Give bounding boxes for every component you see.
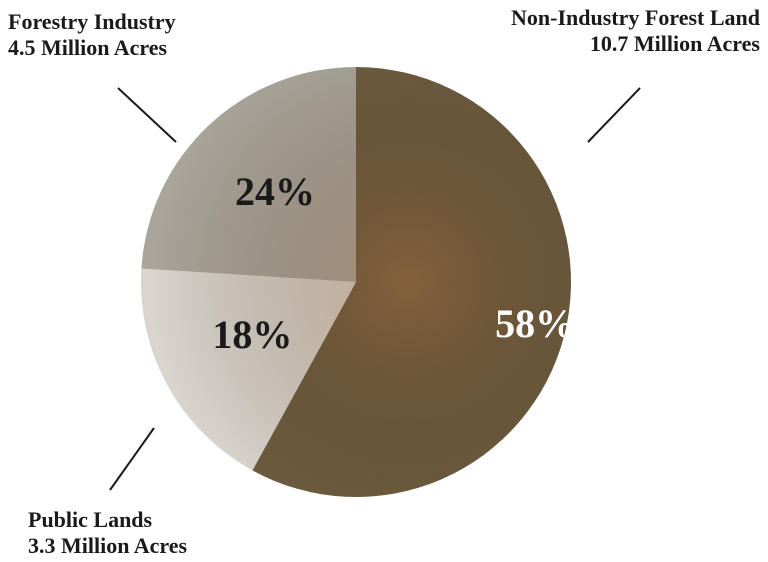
- leader-line: [118, 88, 176, 142]
- leader-line: [588, 88, 640, 142]
- leader-line: [110, 428, 154, 490]
- shading: [141, 67, 571, 497]
- percent-label: 18%: [212, 312, 292, 357]
- slice-label: Non-Industry Forest Land: [511, 5, 760, 30]
- slice-detail: 10.7 Million Acres: [590, 31, 761, 56]
- slice-detail: 4.5 Million Acres: [8, 35, 168, 60]
- chart: Forestry Industry 4.5 Million Acres Non-…: [0, 0, 768, 562]
- slice-label: Public Lands: [28, 507, 153, 532]
- percent-label: 58%: [495, 301, 575, 346]
- slice-label: Forestry Industry: [8, 9, 176, 34]
- percent-label: 24%: [235, 169, 315, 214]
- slice-detail: 3.3 Million Acres: [28, 533, 188, 558]
